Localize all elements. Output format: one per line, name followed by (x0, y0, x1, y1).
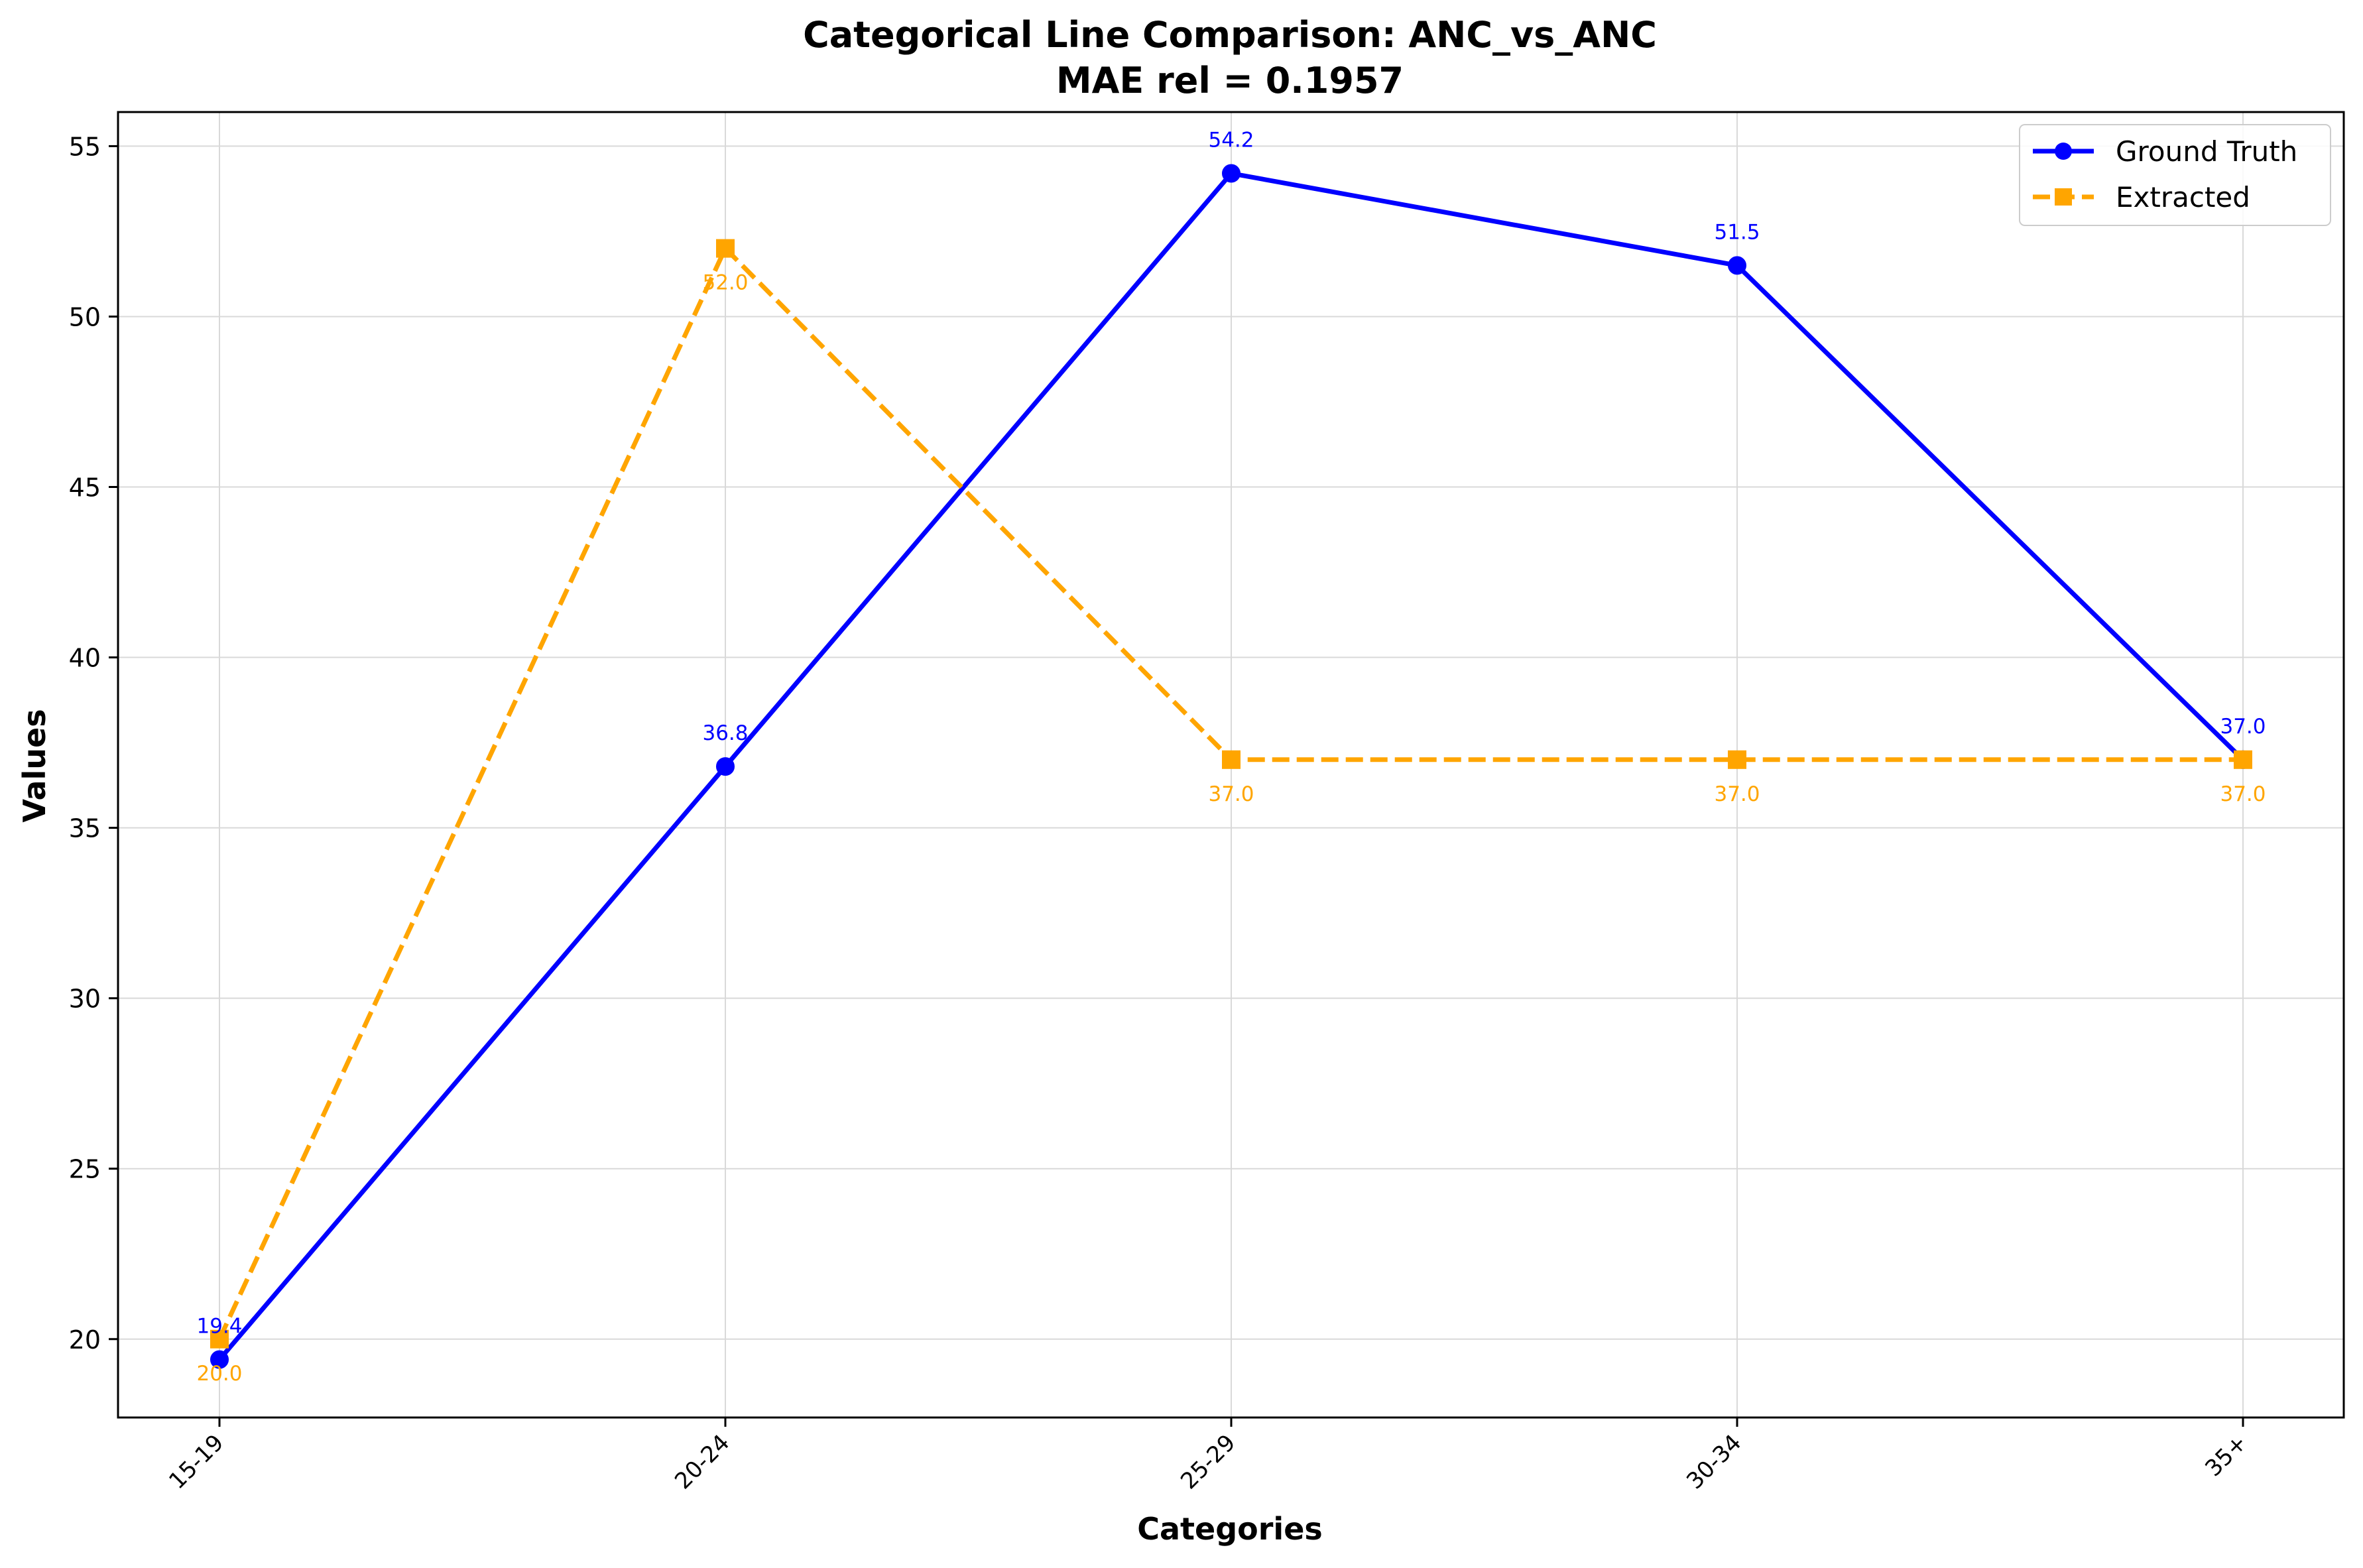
marker-point (716, 239, 735, 258)
y-tick-label: 40 (69, 644, 101, 673)
y-tick-label: 25 (69, 1155, 101, 1184)
legend-label: Extracted (2116, 181, 2250, 213)
legend: Ground Truth Extracted (2019, 124, 2331, 226)
data-label: 37.0 (1208, 782, 1254, 806)
marker-point (210, 1350, 229, 1369)
y-tick-label: 50 (69, 302, 101, 332)
legend-marker (2055, 143, 2072, 160)
y-axis-label: Values (17, 709, 52, 822)
data-labels: 19.4 36.8 54.2 51.5 37.0 20.0 52.0 37.0 37.0 37.0 (196, 129, 2266, 1386)
data-label: 54.2 (1208, 129, 1254, 152)
legend-marker (2055, 188, 2072, 206)
marker-point (210, 1329, 229, 1349)
data-label: 37.0 (2220, 782, 2266, 806)
y-tick-label: 30 (69, 985, 101, 1014)
y-tick-label: 20 (69, 1325, 101, 1355)
marker-point (1728, 256, 1746, 275)
data-label: 36.8 (702, 721, 748, 745)
y-tick-label: 55 (69, 132, 101, 161)
y-tick-label: 45 (69, 473, 101, 503)
data-label: 37.0 (1714, 782, 1760, 806)
marker-point (1222, 750, 1241, 769)
data-label: 52.0 (702, 271, 748, 295)
marker-point (1728, 750, 1746, 769)
chart-title-line-2: MAE rel = 0.1957 (1056, 60, 1404, 101)
y-tick-label: 35 (69, 814, 101, 843)
marker-point (716, 757, 735, 776)
data-label: 19.4 (196, 1315, 242, 1339)
series-layer (210, 164, 2252, 1369)
data-label: 20.0 (196, 1362, 242, 1386)
marker-point (2234, 750, 2252, 769)
chart-title-line-1: Categorical Line Comparison: ANC_vs_ANC (803, 14, 1657, 56)
data-label: 51.5 (1714, 220, 1760, 244)
legend-label: Ground Truth (2116, 135, 2297, 168)
data-label: 37.0 (2220, 715, 2266, 739)
x-axis-label: Categories (1137, 1511, 1323, 1547)
legend-box (2019, 124, 2331, 226)
marker-point (1222, 164, 1241, 183)
